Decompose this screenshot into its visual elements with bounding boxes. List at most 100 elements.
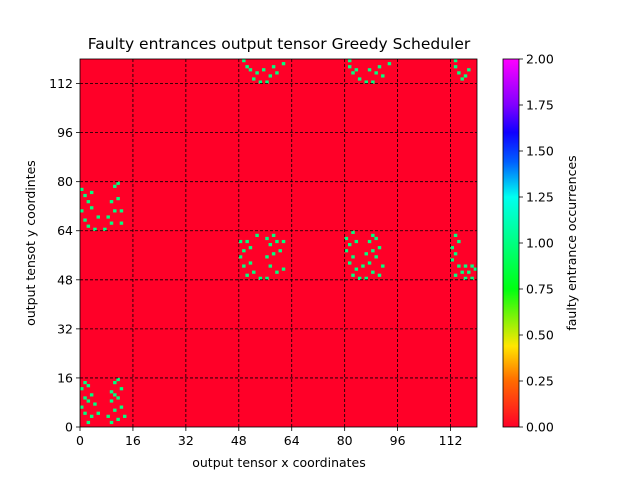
heatmap-cell [460,270,464,274]
x-tick-label: 112 [439,433,463,448]
heatmap-cell [89,414,94,418]
heatmap-cell [354,68,359,72]
x-axis-title: output tensor x coordinates [192,455,366,470]
x-tick-label: 48 [231,433,247,448]
heatmap-cell [113,209,117,213]
heatmap-cell [453,59,458,63]
heatmap-cell [268,74,273,78]
heatmap-cell [119,209,124,213]
colorbar-gradient [502,58,520,428]
heatmap-cell [258,80,263,84]
heatmap-cell [89,393,94,397]
heatmap-cell [453,273,458,277]
heatmap-cell [86,399,91,403]
colorbar-label: faulty entrance occurrences [564,155,579,330]
heatmap-cell [109,221,114,225]
heatmap-cell [377,273,382,277]
y-tick-label: 0 [65,420,73,435]
colorbar-tick-label: 0.75 [526,282,554,297]
heatmap-cell [83,193,87,198]
heatmap-cell [470,276,474,280]
heatmap-cell [470,264,474,268]
heatmap-cell [255,71,259,75]
heatmap-cell [265,236,269,241]
chart-title: Faulty entrances output tensor Greedy Sc… [88,35,471,53]
heatmap-cell [357,276,362,280]
heatmap-cell [347,59,352,63]
heatmap-cell [371,80,375,84]
heatmap-cell [113,184,117,188]
heatmap-cell [106,414,110,418]
heatmap-cell [109,200,114,204]
heatmap-cell [248,246,253,250]
heatmap-cell [113,393,117,397]
x-tick-label: 16 [125,433,141,448]
heatmap-cell [467,270,471,274]
heatmap-cell [367,68,372,72]
heatmap-cell [103,227,107,231]
heatmap-cell [86,420,91,425]
heatmap-cell [242,264,246,268]
x-tick-label: 32 [178,433,194,448]
heatmap-cell [364,80,368,84]
heatmap-cell [367,261,372,265]
heatmap-cell [248,68,253,72]
heatmap-cell [119,221,124,225]
heatmap-cell [450,246,454,250]
heatmap-cell [83,218,87,222]
heatmap-cell [80,405,84,409]
y-tick-label: 32 [57,321,73,336]
heatmap-cell [457,264,461,268]
x-tick-label: 96 [390,433,406,448]
heatmap-cell [351,273,355,277]
heatmap-cell [463,276,468,280]
heatmap-cell [275,270,279,274]
heatmap-cell [357,77,362,81]
heatmap-cell [248,261,253,265]
y-tick-label: 16 [57,370,73,385]
heatmap-cell [116,197,120,201]
heatmap-cell [371,270,375,274]
y-tick-label: 64 [57,223,73,238]
heatmap-cell [109,399,114,403]
heatmap-cell [86,384,91,388]
colorbar-tick-label: 0.00 [526,420,554,435]
heatmap-cell [361,264,365,268]
x-tick-label: 0 [76,433,84,448]
colorbar-tick-label: 1.00 [526,236,554,251]
heatmap-cell [89,190,94,195]
heatmap-cell [463,264,468,268]
heatmap-cell [453,233,458,238]
colorbar-tick-label: 1.50 [526,144,554,159]
heatmap-cell [119,387,124,391]
heatmap-cell [473,267,478,271]
heatmap-cell [89,206,94,210]
heatmap-cell [255,233,259,238]
heatmap-cell [261,68,266,72]
heatmap-cell [377,65,382,69]
heatmap-cell [271,252,276,256]
heatmap-cell [245,65,249,69]
heatmap-cell [354,239,359,244]
heatmap-cell [364,252,368,256]
heatmap-cell [381,264,385,268]
heatmap-cell [83,396,87,400]
heatmap-cell [268,264,273,268]
heatmap-cell [258,276,263,280]
heatmap-cell [275,239,279,244]
heatmap-cell [265,276,269,280]
heatmap-cell [347,243,352,247]
heatmap-cell [457,239,461,244]
colorbar-tick-label: 1.75 [526,98,554,113]
heatmap-cell [109,390,114,394]
heatmap-cell [238,255,243,259]
y-tick-label: 48 [57,272,73,287]
plot-frame [79,58,478,428]
heatmap-cell [371,233,375,238]
heatmap-cell [367,239,372,244]
heatmap-cell [119,405,124,409]
heatmap-cell [245,273,249,277]
heatmap-cell [80,209,84,213]
heatmap-cell [96,215,100,219]
